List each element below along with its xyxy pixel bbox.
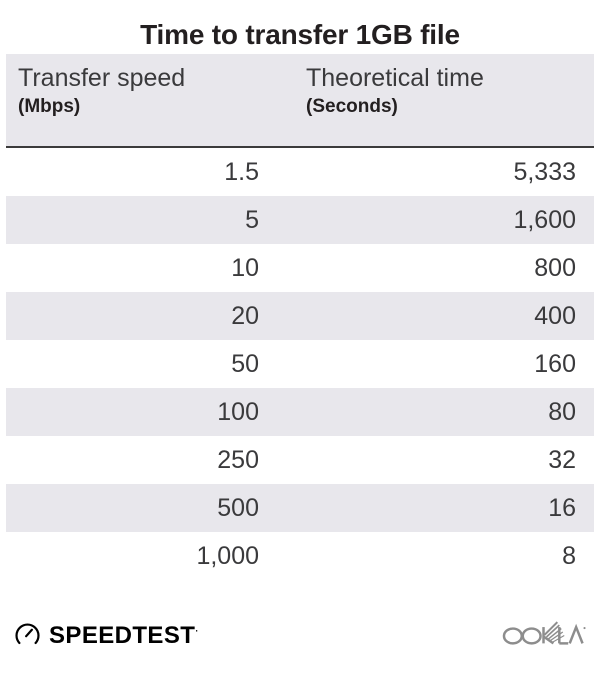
cell-theoretical-time: 16: [548, 493, 576, 522]
table-header-row: Transfer speed (Mbps) Theoretical time (…: [6, 54, 594, 148]
cell-theoretical-time: 1,600: [513, 205, 576, 234]
table-body: 1.5 5,333 5 1,600 10 800 20 400 50 160 1…: [6, 148, 594, 580]
column-header-theoretical-time: Theoretical time (Seconds): [288, 62, 594, 136]
cell-transfer-speed: 100: [217, 397, 259, 426]
footer: SPEEDTEST·: [0, 589, 600, 677]
column-header-transfer-speed-label: Transfer speed: [18, 64, 186, 92]
cell-theoretical-time: 800: [534, 253, 576, 282]
speedtest-trademark-mark: ·: [195, 625, 199, 636]
cell-transfer-speed: 50: [231, 349, 259, 378]
cell-theoretical-time: 160: [534, 349, 576, 378]
cell-transfer-speed: 250: [217, 445, 259, 474]
speedtest-wordmark: SPEEDTEST·: [49, 619, 198, 648]
cell-transfer-speed: 500: [217, 493, 259, 522]
table-row: 500 16: [6, 484, 594, 532]
cell-theoretical-time: 400: [534, 301, 576, 330]
table-row: 100 80: [6, 388, 594, 436]
table-row: 250 32: [6, 436, 594, 484]
column-header-transfer-speed-unit: (Mbps): [18, 96, 81, 117]
table-row: 20 400: [6, 292, 594, 340]
ookla-logo-icon: [502, 620, 586, 646]
table-row: 1.5 5,333: [6, 148, 594, 196]
cell-theoretical-time: 32: [548, 445, 576, 474]
cell-transfer-speed: 1,000: [196, 541, 259, 570]
page-title: Time to transfer 1GB file: [140, 19, 460, 50]
data-table: Transfer speed (Mbps) Theoretical time (…: [6, 54, 594, 580]
cell-theoretical-time: 8: [562, 541, 576, 570]
cell-transfer-speed: 20: [231, 301, 259, 330]
cell-transfer-speed: 1.5: [224, 157, 259, 186]
table-row: 1,000 8: [6, 532, 594, 580]
speedtest-wordmark-text: SPEEDTEST: [49, 621, 196, 649]
table-row: 5 1,600: [6, 196, 594, 244]
table-row: 10 800: [6, 244, 594, 292]
speedometer-gauge-icon: [14, 620, 41, 647]
column-header-theoretical-time-label: Theoretical time: [306, 64, 484, 92]
cell-theoretical-time: 5,333: [513, 157, 576, 186]
cell-theoretical-time: 80: [548, 397, 576, 426]
table-row: 50 160: [6, 340, 594, 388]
speedtest-logo: SPEEDTEST·: [14, 619, 198, 648]
column-header-theoretical-time-unit: (Seconds): [306, 96, 398, 117]
cell-transfer-speed: 5: [245, 205, 259, 234]
cell-transfer-speed: 10: [231, 253, 259, 282]
column-header-transfer-speed: Transfer speed (Mbps): [6, 62, 288, 136]
